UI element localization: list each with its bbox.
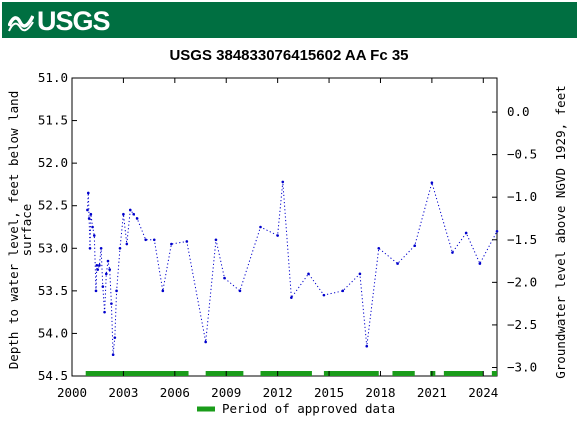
y-left-tick-label: 53.0 xyxy=(38,240,68,255)
data-point xyxy=(122,212,125,216)
data-point xyxy=(204,340,207,344)
data-point xyxy=(128,208,132,212)
x-tick-label: 2006 xyxy=(160,385,190,400)
data-point xyxy=(96,268,100,271)
y-axis-right: 0.0 −0.5 −1.0 −1.5 −2.0 −2.5 −3.0 xyxy=(492,104,537,374)
data-point xyxy=(495,229,499,233)
data-point xyxy=(161,289,165,293)
x-tick-label: 2000 xyxy=(57,385,87,400)
data-point xyxy=(464,231,468,235)
data-point xyxy=(430,181,434,185)
data-point xyxy=(322,293,326,297)
y-left-tick-label: 52.0 xyxy=(38,155,68,170)
data-point xyxy=(89,212,93,216)
data-point xyxy=(106,259,110,263)
data-point xyxy=(152,238,156,242)
data-point xyxy=(413,244,417,248)
data-point xyxy=(99,246,103,250)
data-point xyxy=(92,234,96,237)
data-point xyxy=(110,302,113,305)
plot-frame xyxy=(71,77,498,377)
y-right-tick-label: −1.0 xyxy=(507,189,537,204)
data-point xyxy=(223,276,226,280)
data-point xyxy=(259,225,262,229)
data-point xyxy=(451,251,454,254)
x-tick-label: 2009 xyxy=(211,385,241,400)
data-point xyxy=(87,217,91,220)
y-left-tick-label: 54.5 xyxy=(38,368,68,383)
x-tick-label: 2015 xyxy=(314,385,344,400)
y-right-tick-label: −1.5 xyxy=(507,232,537,247)
data-point xyxy=(95,264,99,267)
y-axis-left: 51.0 51.5 52.0 52.5 53.0 53.5 54.0 54.5 xyxy=(38,70,77,383)
data-point xyxy=(111,353,115,357)
data-point xyxy=(365,344,369,348)
y-right-tick-label: −0.5 xyxy=(507,147,537,162)
data-point xyxy=(113,336,117,339)
data-point xyxy=(94,289,98,293)
data-point xyxy=(276,234,279,237)
data-point xyxy=(101,285,105,288)
data-point xyxy=(104,272,108,276)
data-point xyxy=(115,289,118,293)
y-axis-right-title: Groundwater level above NGVD 1929, feet xyxy=(553,85,568,379)
y-right-tick-label: 0.0 xyxy=(507,104,530,119)
usgs-wave-icon xyxy=(8,15,34,32)
data-point xyxy=(307,272,310,276)
series-line xyxy=(86,180,499,357)
usgs-logo-text: USGS xyxy=(37,5,111,36)
data-point xyxy=(238,289,242,293)
y-left-tick-label: 51.5 xyxy=(38,113,68,128)
data-point xyxy=(214,238,218,242)
y-left-tick-label: 52.5 xyxy=(38,198,68,213)
legend: Period of approved data xyxy=(197,401,395,416)
data-point xyxy=(86,208,89,212)
data-point xyxy=(170,242,173,246)
y-left-tick-label: 51.0 xyxy=(38,70,68,85)
y-right-tick-label: −2.5 xyxy=(507,317,537,332)
data-point xyxy=(290,296,293,299)
plot-area xyxy=(71,77,498,377)
data-point xyxy=(108,268,112,271)
data-point xyxy=(185,240,189,243)
data-point xyxy=(341,289,345,293)
data-point xyxy=(358,272,362,276)
x-tick-label: 2024 xyxy=(468,385,498,400)
data-point xyxy=(144,238,147,242)
x-tick-label: 2012 xyxy=(263,385,293,400)
data-point xyxy=(396,262,399,265)
data-point xyxy=(135,217,139,220)
x-axis: 2000 2003 2006 2009 2012 2015 2018 2021 2024 xyxy=(57,78,498,400)
legend-label: Period of approved data xyxy=(222,401,395,416)
x-tick-label: 2018 xyxy=(365,385,395,400)
data-point xyxy=(132,212,135,216)
data-point xyxy=(478,262,482,265)
data-point xyxy=(88,246,92,250)
data-point xyxy=(281,180,285,184)
y-right-tick-label: −2.0 xyxy=(507,274,537,289)
y-left-tick-label: 54.0 xyxy=(38,325,68,340)
data-point xyxy=(86,191,90,195)
data-point xyxy=(125,242,129,246)
y-right-tick-label: −3.0 xyxy=(507,359,537,374)
data-point xyxy=(103,310,106,314)
data-point xyxy=(118,246,122,250)
series-line-path xyxy=(86,180,498,355)
y-axis-left-title-line2: surface xyxy=(19,204,34,257)
data-point xyxy=(98,264,101,267)
data-point xyxy=(91,225,94,229)
data-point xyxy=(377,246,381,250)
y-axis-left-title-line1: Depth to water level, feet below land xyxy=(6,91,21,369)
x-tick-label: 2003 xyxy=(108,385,138,400)
usgs-logo[interactable]: USGS xyxy=(8,5,111,36)
x-tick-label: 2021 xyxy=(417,385,447,400)
usgs-header-banner: USGS xyxy=(2,2,577,38)
y-left-tick-label: 53.5 xyxy=(38,283,68,298)
chart-title: USGS 384833076415602 AA Fc 35 xyxy=(169,47,408,64)
